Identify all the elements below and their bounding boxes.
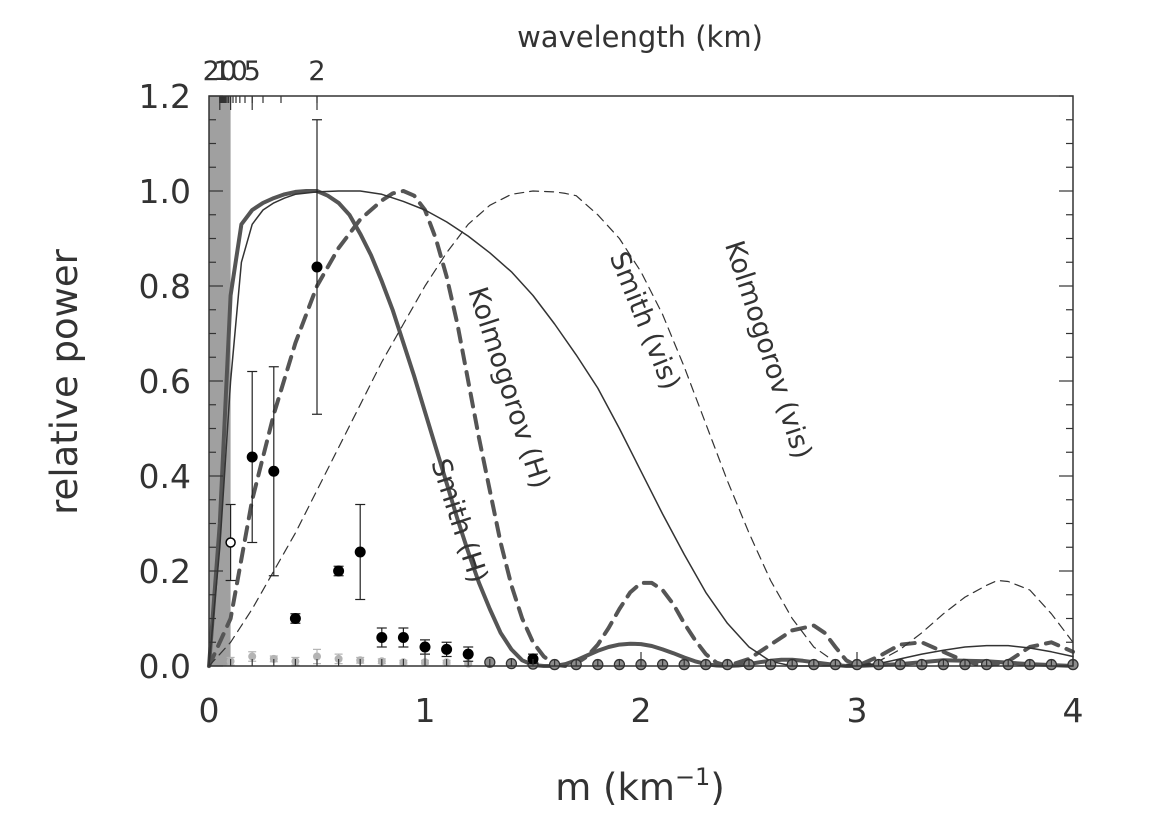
black-point (333, 565, 345, 577)
black-point (462, 648, 474, 660)
black-point (354, 546, 366, 558)
gray-point (248, 652, 257, 661)
gray-point (269, 654, 278, 663)
black-point (289, 613, 301, 624)
top-tick-label: 20 (203, 56, 237, 87)
y-tick-label: 0.8 (139, 267, 191, 306)
y-tick-label: 1.0 (139, 172, 191, 211)
y-tick-label: 0.6 (139, 362, 191, 401)
y-axis-title: relative power (43, 248, 86, 514)
black-point (527, 653, 539, 665)
series-line-3 (208, 190, 1074, 667)
top-axis-title: wavelength (km) (517, 20, 763, 54)
x-axis-title-superscript: −1 (675, 763, 710, 791)
x-axis-title-close: ) (710, 766, 724, 809)
black-point (376, 632, 388, 643)
gray-point (313, 652, 321, 661)
x-tick-label: 1 (415, 691, 436, 730)
x-tick-label: 4 (1063, 691, 1084, 730)
plot-background (209, 96, 1073, 666)
x-tick-label: 2 (631, 691, 652, 730)
top-tick-label: 5 (244, 56, 261, 87)
x-tick-label: 3 (847, 691, 868, 730)
open-point (225, 537, 236, 548)
y-tick-label: 1.2 (139, 77, 191, 116)
series-line-2 (208, 190, 1074, 667)
black-point (397, 632, 409, 643)
series-line-1 (207, 189, 1075, 668)
gray-point (334, 654, 343, 663)
x-tick-label: 0 (199, 691, 220, 730)
black-point (419, 641, 431, 653)
x-axis-title: m (km−1) (555, 763, 725, 809)
plot-area (209, 96, 1073, 666)
black-point (268, 465, 280, 477)
y-tick-label: 0.4 (139, 457, 191, 496)
top-tick-label: 10 (213, 56, 247, 87)
y-tick-label: 0.2 (139, 552, 191, 591)
black-point (441, 643, 453, 655)
y-tick-label: 0.0 (139, 647, 191, 686)
black-point (246, 451, 258, 463)
x-axis-title-main: m (km (555, 766, 675, 809)
top-tick-label: 2 (308, 56, 325, 87)
black-point (311, 261, 323, 273)
